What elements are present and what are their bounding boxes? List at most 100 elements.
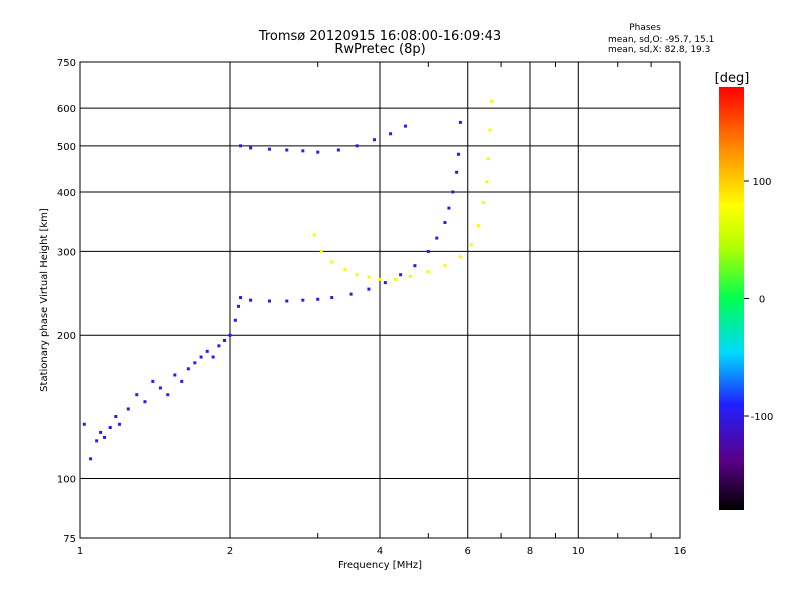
data-point bbox=[490, 99, 494, 103]
x-tick-label: 16 bbox=[674, 546, 687, 557]
data-point bbox=[249, 146, 253, 150]
data-point bbox=[99, 430, 103, 434]
x-tick-label: 1 bbox=[77, 546, 83, 557]
data-point bbox=[378, 277, 382, 281]
data-point bbox=[249, 298, 253, 302]
data-point bbox=[399, 273, 403, 277]
axes: 1 2 4 6 8 10 16 75 100 200 300 400 500 600 750 bbox=[57, 58, 686, 557]
chart-subtitle: RwPretec (8p) bbox=[334, 42, 425, 57]
data-point bbox=[233, 318, 237, 322]
data-point bbox=[126, 407, 130, 411]
x-tick-label: 4 bbox=[377, 546, 383, 557]
data-point bbox=[443, 221, 447, 225]
x-tick-label: 8 bbox=[527, 546, 533, 557]
data-point bbox=[343, 267, 347, 271]
data-point bbox=[451, 190, 455, 194]
y-tick-label: 75 bbox=[63, 534, 76, 545]
stats-x-mode: mean, sd,X: 82.8, 19.3 bbox=[608, 45, 710, 55]
data-point bbox=[193, 361, 197, 365]
plot-frame bbox=[79, 61, 681, 539]
data-points bbox=[82, 99, 494, 461]
data-point bbox=[458, 255, 462, 259]
data-point bbox=[330, 260, 334, 264]
y-tick-label: 500 bbox=[57, 142, 76, 153]
data-point bbox=[199, 355, 203, 359]
data-point bbox=[228, 333, 232, 337]
data-point bbox=[455, 170, 459, 174]
data-point bbox=[443, 264, 447, 268]
y-tick-label: 600 bbox=[57, 104, 76, 115]
data-point bbox=[166, 393, 170, 397]
y-axis-label: Stationary phase Virtual Height [km] bbox=[39, 208, 50, 392]
y-tick-label: 300 bbox=[57, 247, 76, 258]
data-point bbox=[285, 299, 289, 303]
data-point bbox=[236, 304, 240, 308]
data-point bbox=[486, 157, 490, 161]
data-point bbox=[205, 349, 209, 353]
grid bbox=[80, 62, 680, 538]
data-point bbox=[114, 414, 118, 418]
data-point bbox=[447, 206, 451, 210]
data-point bbox=[485, 180, 489, 184]
data-point bbox=[82, 422, 86, 426]
data-point bbox=[211, 355, 215, 359]
data-point bbox=[488, 128, 492, 132]
data-point bbox=[413, 264, 417, 268]
data-point bbox=[103, 435, 107, 439]
data-point bbox=[173, 373, 177, 377]
data-point bbox=[367, 287, 371, 291]
colorbar-tick-label: 100 bbox=[752, 177, 771, 188]
data-point bbox=[108, 425, 112, 429]
x-axis-label: Frequency [MHz] bbox=[338, 560, 422, 571]
data-point bbox=[336, 148, 340, 152]
data-point bbox=[312, 233, 316, 237]
data-point bbox=[394, 277, 398, 281]
data-point bbox=[301, 298, 305, 302]
colorbar-label: [deg] bbox=[715, 71, 750, 86]
x-tick-label: 10 bbox=[572, 546, 585, 557]
data-point bbox=[117, 422, 121, 426]
data-point bbox=[158, 386, 162, 390]
data-point bbox=[223, 338, 227, 342]
y-tick-label: 100 bbox=[57, 475, 76, 486]
data-point bbox=[389, 132, 393, 136]
data-point bbox=[408, 274, 412, 278]
x-tick-label: 2 bbox=[227, 546, 233, 557]
data-point bbox=[476, 224, 480, 228]
colorbar bbox=[719, 87, 744, 510]
data-point bbox=[426, 270, 430, 274]
data-point bbox=[469, 243, 473, 247]
data-point bbox=[403, 124, 407, 128]
data-point bbox=[435, 236, 439, 240]
data-point bbox=[458, 120, 462, 124]
data-point bbox=[355, 144, 359, 148]
data-point bbox=[239, 296, 243, 300]
data-point bbox=[367, 275, 371, 279]
data-point bbox=[426, 249, 430, 253]
data-point bbox=[217, 344, 221, 348]
chart-title: Tromsø 20120915 16:08:00-16:09:43 bbox=[258, 29, 501, 44]
data-point bbox=[349, 292, 353, 296]
data-point bbox=[481, 201, 485, 205]
data-point bbox=[267, 147, 271, 151]
data-point bbox=[180, 379, 184, 383]
data-point bbox=[301, 149, 305, 153]
data-point bbox=[135, 393, 139, 397]
colorbar-tick-label: -100 bbox=[751, 412, 774, 423]
colorbar-ticks: 100 0 -100 bbox=[744, 177, 773, 423]
data-point bbox=[373, 138, 377, 142]
data-point bbox=[239, 144, 243, 148]
y-tick-label: 400 bbox=[57, 188, 76, 199]
data-point bbox=[330, 296, 334, 300]
data-point bbox=[95, 439, 99, 443]
stats-o-mode: mean, sd,O: -95.7, 15.1 bbox=[608, 35, 714, 45]
y-tick-label: 200 bbox=[57, 331, 76, 342]
data-point bbox=[285, 148, 289, 152]
data-point bbox=[355, 273, 359, 277]
data-point bbox=[89, 457, 93, 461]
x-tick-label: 6 bbox=[465, 546, 471, 557]
data-point bbox=[316, 150, 320, 154]
data-point bbox=[319, 249, 323, 253]
